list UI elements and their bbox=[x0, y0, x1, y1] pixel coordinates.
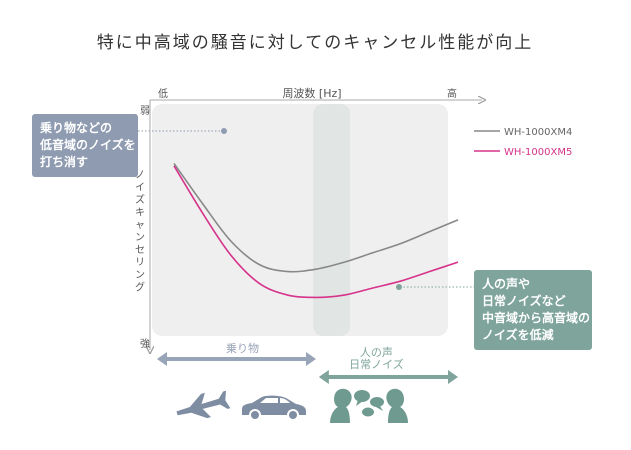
y-axis-label: ノイズキャンセリング bbox=[135, 170, 145, 294]
legend-label: WH-1000XM4 bbox=[504, 127, 572, 138]
legend: WH-1000XM4 WH-1000XM5 bbox=[474, 127, 572, 158]
y-axis-label-text: ノイズキャンセリング bbox=[135, 170, 145, 294]
car-icon bbox=[242, 395, 306, 421]
left-callout-dot bbox=[221, 128, 227, 134]
plot-area bbox=[152, 104, 448, 336]
range-arrow-head-left bbox=[318, 370, 329, 384]
callout-left-line: 低音域のノイズを bbox=[40, 138, 136, 152]
x-low-label: 低 bbox=[158, 87, 168, 100]
x-high-label: 高 bbox=[447, 87, 457, 100]
range-label: 乗り物 bbox=[226, 341, 259, 355]
range-arrow-head-right bbox=[448, 370, 458, 384]
callout-mid-high-frequency: 人の声や 日常ノイズなど 中音域から高音域の ノイズを低減 bbox=[474, 270, 592, 350]
callout-left-line: 打ち消す bbox=[40, 155, 89, 169]
x-axis-label: 周波数 [Hz] bbox=[282, 87, 341, 100]
callout-left-line: 乗り物などの bbox=[40, 121, 113, 135]
people-talking-icon bbox=[330, 388, 408, 423]
callout-low-frequency: 乗り物などの 低音域のノイズを 打ち消す bbox=[32, 114, 138, 177]
callout-right-line: 日常ノイズなど bbox=[482, 294, 566, 308]
range-label: 人の声 bbox=[360, 345, 393, 359]
y-strong-label: 強 bbox=[140, 337, 150, 350]
chart-title: 特に中高域の騒音に対してのキャンセル性能が向上 bbox=[97, 33, 534, 53]
callout-right-line: 人の声や bbox=[482, 277, 531, 291]
series-line-wh-1000xm4 bbox=[173, 162, 459, 273]
range-label: 日常ノイズ bbox=[349, 357, 404, 371]
series-layer bbox=[173, 162, 459, 299]
airplane-icon bbox=[176, 390, 231, 419]
right-callout-dot bbox=[396, 284, 402, 290]
range-arrow-head-left bbox=[156, 352, 167, 366]
callout-right-line: 中音域から高音域の bbox=[482, 311, 591, 325]
y-weak-label: 弱 bbox=[140, 105, 150, 117]
callout-right-line: ノイズを低減 bbox=[482, 328, 554, 342]
legend-label: WH-1000XM5 bbox=[504, 147, 572, 158]
range-arrow-head-right bbox=[306, 352, 316, 366]
midrange-highlight-band bbox=[313, 104, 351, 336]
series-line-wh-1000xm5 bbox=[173, 165, 459, 299]
